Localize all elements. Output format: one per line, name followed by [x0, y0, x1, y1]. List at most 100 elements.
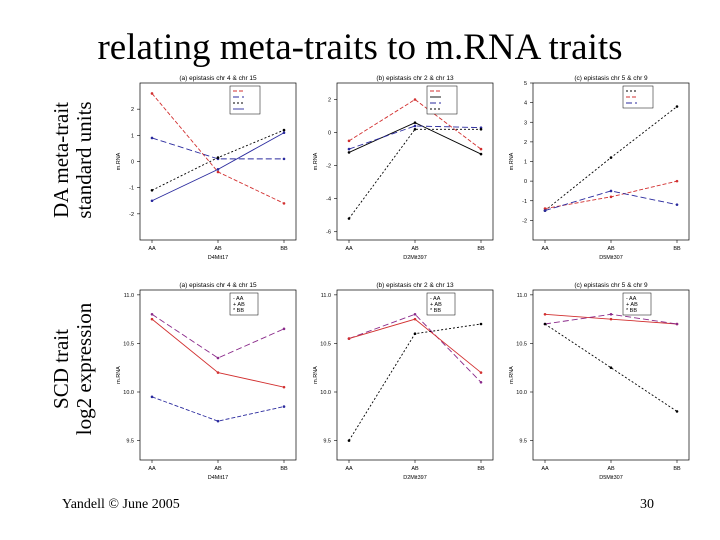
y-tick-label: -1 [522, 199, 527, 205]
chart-panel-4: (a) epistasis chr 4 & chr 15 m.RNA D4Mit17… [116, 282, 297, 481]
data-point [413, 332, 417, 336]
x-tick-label: AB [607, 466, 615, 472]
legend-box [229, 85, 261, 115]
legend-box [229, 292, 259, 316]
series-line-3 [151, 129, 285, 191]
x-tick-label: BB [477, 246, 485, 252]
y-tick-label: -4 [326, 197, 331, 203]
x-axis-label: D2Mit397 [403, 475, 427, 481]
legend-box [426, 85, 458, 115]
y-tick-label: 10.5 [320, 341, 331, 347]
data-point [675, 410, 679, 413]
series-line-4 [348, 128, 481, 219]
legend-entry: - AA [430, 296, 441, 302]
series-line-2 [151, 313, 285, 359]
series-line-3 [348, 323, 482, 441]
plot-frame [139, 289, 297, 461]
data-point [150, 312, 154, 316]
data-point [282, 157, 286, 161]
x-axis-label: D5Mit307 [599, 255, 623, 261]
y-tick-label: -6 [326, 230, 331, 236]
y-tick-label: 5 [524, 81, 527, 87]
y-tick-label: 1 [131, 133, 134, 139]
data-point [479, 380, 483, 384]
data-point [150, 395, 154, 399]
data-point [216, 156, 220, 159]
y-tick-label: 0 [328, 131, 331, 137]
data-point [216, 419, 220, 423]
x-tick-label: BB [280, 466, 288, 472]
data-point [216, 371, 220, 374]
series-line-3 [544, 190, 678, 211]
y-tick-label: 9.5 [323, 439, 331, 445]
x-tick-label: AA [148, 466, 156, 472]
x-axis-label: D5Mit307 [599, 475, 623, 481]
y-tick-label: 0 [131, 160, 134, 166]
chart-title: (a) epistasis chr 4 & chr 15 [179, 75, 257, 82]
footer-author: Yandell © June 2005 [62, 497, 180, 512]
data-point [150, 199, 154, 203]
data-point [150, 136, 154, 140]
data-point [282, 385, 286, 389]
data-point [413, 98, 417, 101]
data-point [609, 156, 613, 159]
x-tick-label: BB [477, 466, 485, 472]
plot-frame [139, 82, 297, 241]
data-point [282, 405, 286, 408]
legend-entry: * BB [626, 308, 637, 314]
y-axis-label: m.RNA [116, 366, 122, 384]
data-point [347, 337, 351, 340]
x-tick-label: AB [607, 246, 615, 252]
x-tick-label: BB [673, 246, 681, 252]
data-point [675, 322, 679, 326]
data-point [675, 105, 679, 108]
y-tick-label: -2 [129, 212, 134, 218]
legend-box [426, 292, 456, 316]
data-point [609, 312, 613, 316]
series-line-2 [348, 122, 482, 155]
y-axis-label: m.RNA [116, 152, 122, 170]
data-point [413, 121, 417, 124]
data-point [413, 317, 417, 321]
legend-entry: + AB [233, 302, 245, 308]
data-point [413, 124, 417, 128]
data-point [282, 128, 286, 132]
x-tick-label: AB [214, 246, 222, 252]
series-line-3 [348, 125, 482, 150]
x-tick-label: AB [411, 246, 419, 252]
x-tick-label: AB [214, 466, 222, 472]
legend-entry: * BB [233, 308, 244, 314]
y-axis-label: m.RNA [313, 366, 319, 384]
data-point [609, 195, 613, 199]
data-point [543, 207, 547, 210]
x-tick-label: AA [345, 466, 353, 472]
data-point [543, 209, 547, 212]
x-tick-label: BB [280, 246, 288, 252]
legend-box [622, 292, 652, 316]
series-line-1 [348, 98, 482, 150]
data-point [216, 168, 220, 171]
x-tick-label: AA [541, 246, 549, 252]
series-line-1 [348, 313, 482, 383]
y-tick-label: 2 [328, 98, 331, 104]
x-tick-label: BB [673, 466, 681, 472]
y-axis-label: m.RNA [509, 152, 515, 170]
y-tick-label: 4 [524, 101, 527, 107]
data-point [282, 202, 286, 205]
data-point [347, 139, 351, 143]
y-axis-label: m.RNA [313, 152, 319, 170]
series-line-2 [151, 137, 284, 160]
series-line-1 [151, 93, 285, 204]
y-tick-label: 9.5 [126, 439, 134, 445]
y-tick-label: -2 [522, 218, 527, 224]
data-point [216, 170, 220, 174]
chart-title: (b) epistasis chr 2 & chr 13 [376, 75, 454, 82]
data-point [216, 356, 220, 360]
legend-entry: + AB [626, 302, 638, 308]
data-point [479, 152, 483, 156]
data-point [150, 92, 154, 95]
y-tick-label: 2 [524, 140, 527, 146]
data-point [479, 147, 483, 151]
data-point [347, 217, 351, 220]
y-tick-label: 1 [524, 160, 527, 166]
